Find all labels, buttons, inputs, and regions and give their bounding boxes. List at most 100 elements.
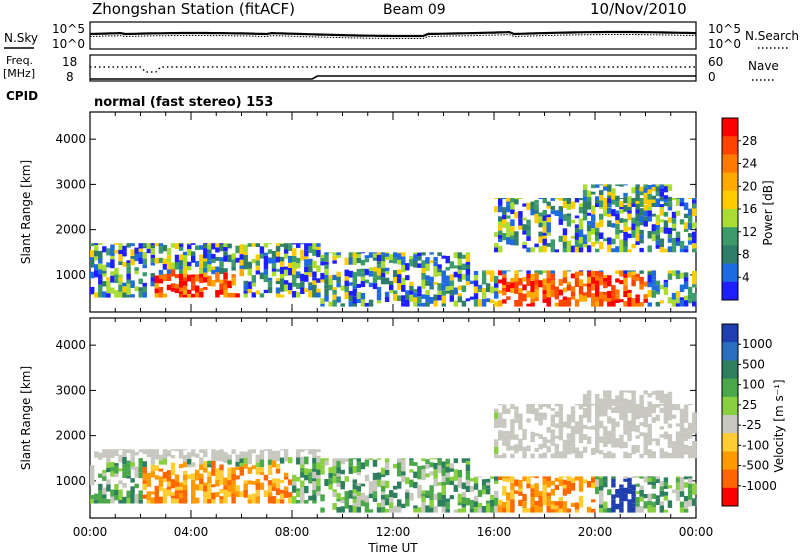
heatmap-cell — [199, 457, 204, 461]
heatmap-cell — [510, 202, 515, 210]
heatmap-cell — [102, 487, 107, 491]
heatmap-cell — [308, 282, 313, 286]
heatmap-cell — [659, 453, 665, 459]
heatmap-cell — [683, 508, 689, 513]
heatmap-cell — [526, 290, 531, 298]
time-axis-labels: 00:00 04:00 08:00 12:00 16:00 20:00 00:00 — [73, 525, 714, 539]
heatmap-cell — [401, 285, 406, 292]
heatmap-cell — [595, 476, 600, 480]
heatmap-cell — [413, 297, 418, 302]
heatmap-cell — [518, 488, 523, 492]
heatmap-cell — [582, 408, 588, 412]
heatmap-cell — [352, 479, 358, 484]
heatmap-cell — [627, 390, 632, 393]
heatmap-cell — [332, 252, 337, 256]
heatmap-cell — [570, 446, 576, 454]
heatmap-cell — [643, 432, 648, 441]
heatmap-cell — [586, 271, 592, 277]
heatmap-cell — [506, 237, 511, 245]
colorbar-tick-label: -500 — [742, 459, 769, 473]
heatmap-cell — [445, 267, 450, 271]
heatmap-cell — [348, 291, 354, 296]
heatmap-cell — [356, 499, 362, 507]
heatmap-cell — [304, 256, 309, 260]
heatmap-cell — [603, 202, 608, 208]
heatmap-cell — [599, 200, 604, 207]
heatmap-cell — [384, 458, 390, 463]
heatmap-cell — [534, 243, 539, 248]
heatmap-cell — [635, 445, 640, 449]
heatmap-cell — [174, 498, 180, 504]
heatmap-cell — [182, 470, 188, 475]
heatmap-cell — [607, 416, 612, 424]
heatmap-cell — [332, 492, 337, 498]
heatmap-cell — [146, 451, 152, 458]
heatmap-cell — [485, 283, 491, 287]
heatmap-cell — [603, 508, 608, 513]
heatmap-cell — [195, 261, 200, 267]
date-label: 10/Nov/2010 — [590, 0, 687, 18]
heatmap-cell — [300, 464, 305, 468]
heatmap-cell — [146, 449, 152, 452]
heatmap-cell — [635, 497, 640, 504]
heatmap-cell — [372, 491, 378, 495]
heatmap-cell — [393, 257, 398, 264]
heatmap-cell — [384, 462, 390, 470]
heatmap-cell — [485, 509, 491, 513]
heatmap-cell — [312, 449, 317, 451]
heatmap-cell — [320, 261, 325, 266]
heatmap-cell — [110, 450, 115, 458]
heatmap-cell — [348, 493, 354, 499]
heatmap-cell — [118, 449, 123, 451]
heatmap-cell — [300, 281, 305, 288]
colorbar-segment — [722, 172, 738, 192]
heatmap-cell — [182, 259, 188, 267]
heatmap-cell — [566, 270, 572, 272]
heatmap-cell — [651, 270, 657, 277]
heatmap-cell — [247, 499, 253, 504]
heatmap-cell — [336, 479, 341, 483]
heatmap-cell — [106, 248, 111, 256]
heatmap-cell — [623, 285, 628, 291]
heatmap-cell — [90, 260, 95, 268]
heatmap-cell — [138, 499, 143, 504]
heatmap-cell — [631, 230, 636, 238]
heatmap-cell — [498, 505, 503, 513]
heatmap-cell — [558, 508, 564, 513]
heatmap-cell — [510, 419, 515, 426]
heatmap-cell — [239, 463, 244, 467]
heatmap-cell — [215, 256, 220, 261]
heatmap-cell — [578, 414, 584, 420]
heatmap-cell — [465, 475, 471, 480]
heatmap-cell — [530, 434, 535, 442]
heatmap-cell — [518, 491, 523, 496]
heatmap-cell — [574, 427, 580, 435]
heatmap-cell — [110, 275, 115, 283]
heatmap-cell — [231, 473, 236, 481]
heatmap-cell — [138, 463, 143, 467]
heatmap-cell — [542, 238, 547, 246]
heatmap-cell — [360, 462, 366, 470]
heatmap-cell — [591, 404, 596, 406]
heatmap-cell — [259, 272, 265, 280]
heatmap-cell — [449, 274, 455, 281]
heatmap-cell — [231, 467, 236, 474]
heatmap-cell — [570, 201, 576, 209]
heatmap-cell — [182, 454, 188, 462]
heatmap-cell — [522, 433, 527, 440]
heatmap-cell — [182, 496, 188, 504]
heatmap-cell — [154, 498, 160, 504]
heatmap-cell — [425, 495, 430, 498]
heatmap-cell — [255, 482, 261, 490]
heatmap-cell — [683, 412, 689, 419]
heatmap-cell — [627, 206, 632, 211]
heatmap-cell — [490, 299, 495, 304]
heatmap-cell — [389, 254, 394, 260]
heatmap-cell — [611, 193, 616, 200]
heatmap-cell — [619, 270, 624, 277]
heatmap-cell — [635, 184, 640, 191]
heatmap-cell — [538, 443, 543, 450]
heatmap-cell — [692, 483, 697, 488]
heatmap-cell — [481, 489, 487, 495]
heatmap-cell — [316, 288, 321, 293]
